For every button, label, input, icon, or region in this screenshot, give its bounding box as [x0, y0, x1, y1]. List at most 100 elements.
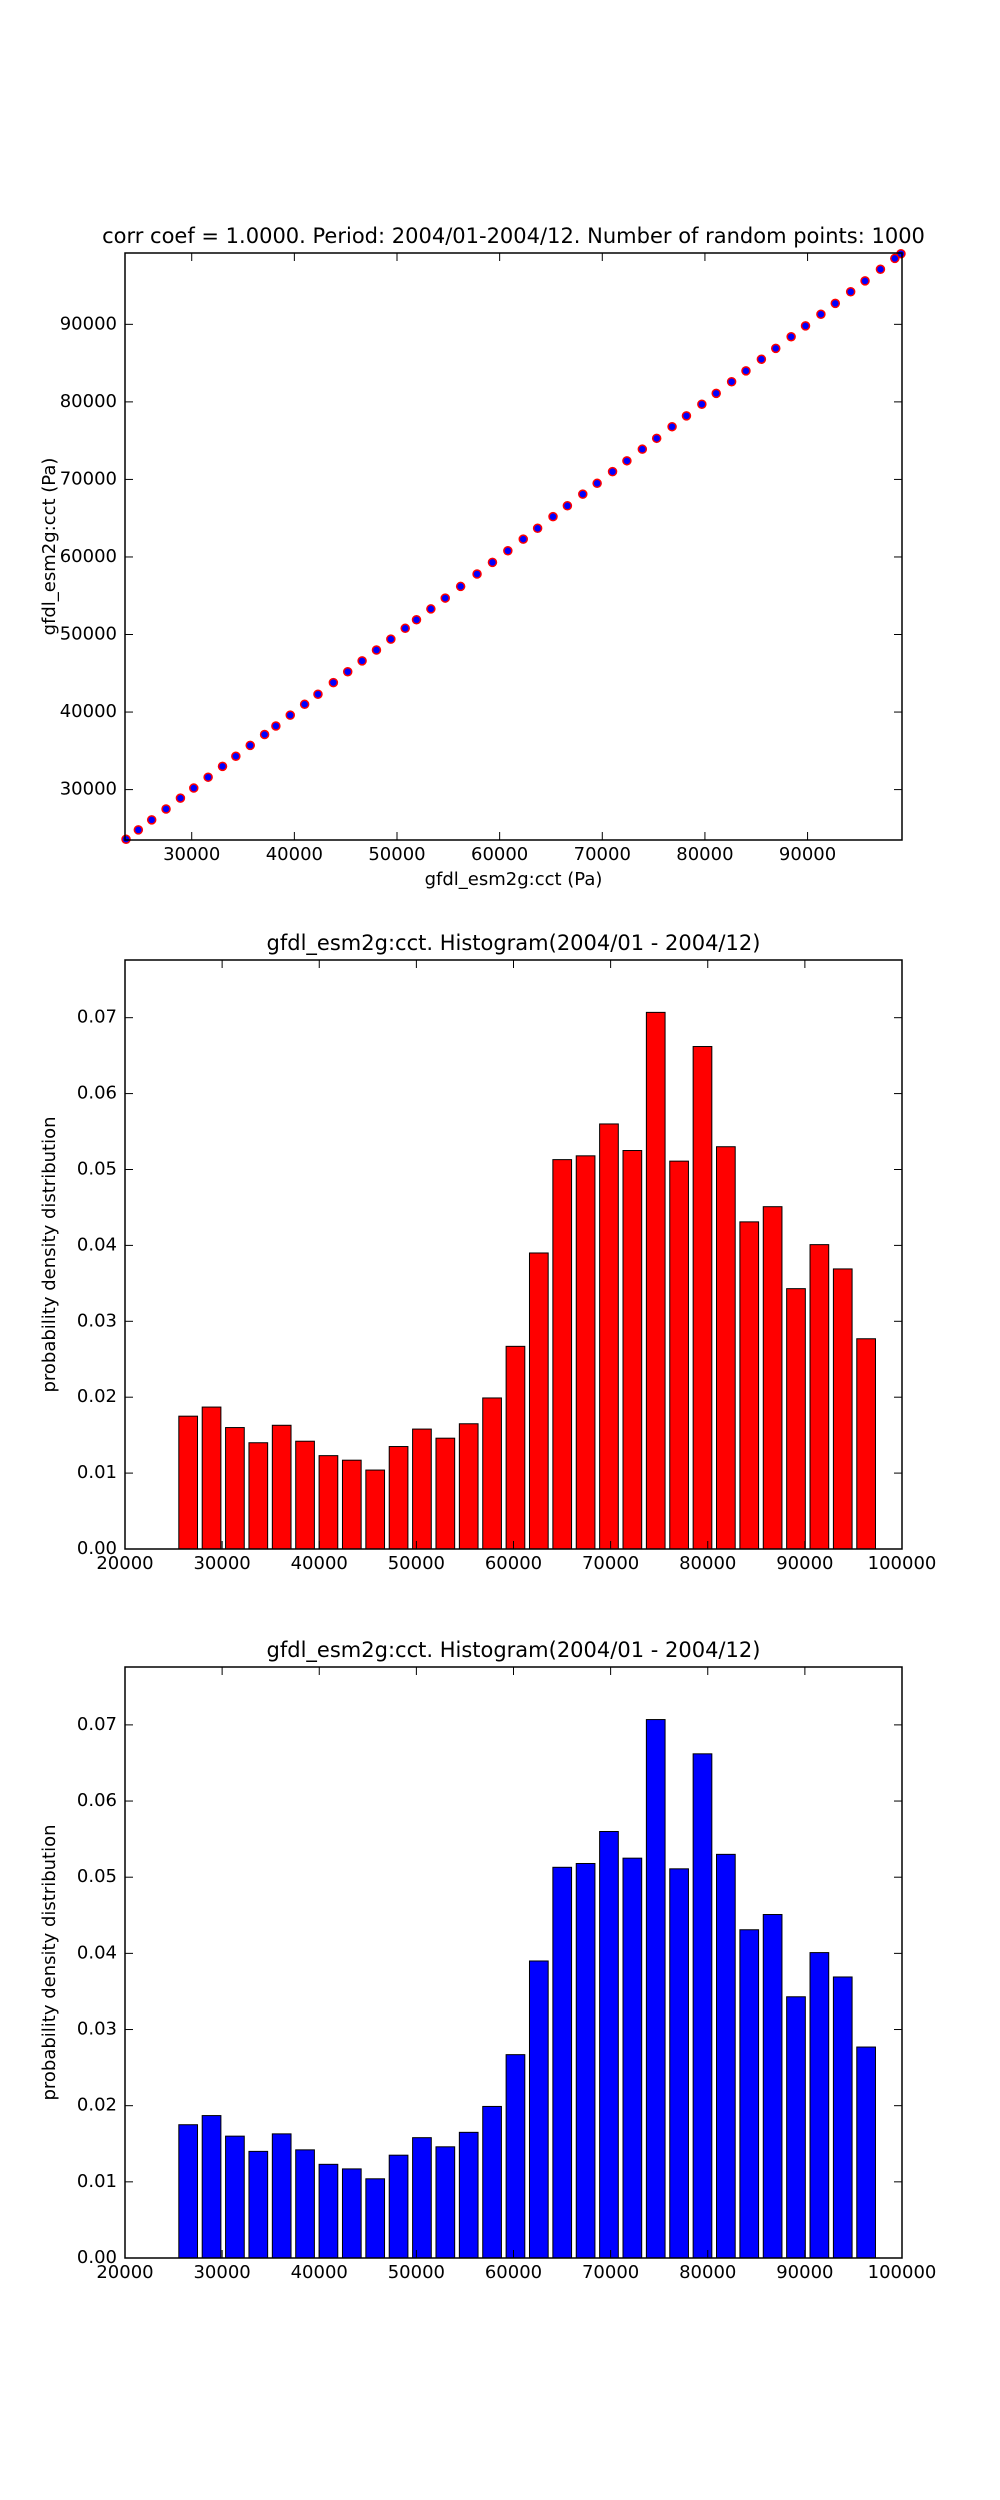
histogram-bar [388, 1446, 409, 1550]
histogram-bar [341, 2168, 362, 2259]
y-tick-label: 0.04 [77, 1234, 117, 1255]
scatter-point [245, 740, 255, 751]
x-tick-label: 70000 [582, 1553, 639, 1574]
scatter-point [411, 615, 422, 625]
x-tick-label: 80000 [679, 1553, 736, 1574]
chart-title: gfdl_esm2g:cct. Histogram(2004/01 - 2004… [267, 931, 761, 956]
scatter-point [532, 523, 543, 534]
histogram-bar [458, 2131, 479, 2259]
histogram-bar [645, 1719, 666, 2259]
y-tick-label: 70000 [60, 468, 117, 489]
histogram-bar [178, 1415, 199, 1550]
histogram-bar [856, 2046, 876, 2259]
y-tick-label: 0.02 [77, 1386, 117, 1407]
scatter-point [875, 264, 886, 275]
histogram-bar [388, 2154, 409, 2259]
scatter-point [400, 623, 410, 634]
scatter-point [328, 677, 339, 688]
histogram-bar [786, 1288, 806, 1550]
scatter-point [816, 309, 826, 320]
scatter-point [860, 276, 870, 286]
histogram-bar [575, 1862, 596, 2259]
x-tick-label: 20000 [96, 1553, 153, 1574]
histogram-bar [482, 1397, 502, 1550]
scatter-point [830, 298, 841, 309]
x-tick-label: 30000 [163, 844, 220, 865]
histogram-bar [295, 1440, 315, 1550]
scatter-point [189, 783, 199, 793]
x-tick-label: 40000 [291, 2262, 348, 2283]
y-tick-label: 0.05 [77, 1158, 117, 1179]
histogram-bar [645, 1011, 666, 1550]
x-tick-label: 30000 [193, 2262, 250, 2283]
y-tick-label: 0.00 [77, 1538, 117, 1559]
y-tick-label: 0.00 [77, 2247, 117, 2268]
scatter-point [285, 710, 296, 720]
scatter-point [667, 421, 677, 432]
scatter-point [786, 331, 796, 342]
histogram-bar [201, 2115, 222, 2259]
scatter-point [741, 366, 751, 376]
histogram-bar [832, 1976, 853, 2259]
y-tick-label: 0.02 [77, 2095, 117, 2116]
scatter-point [726, 376, 737, 387]
plot-frame [124, 252, 903, 841]
scatter-point [271, 721, 281, 731]
histogram-bar [365, 1469, 386, 1550]
y-tick-label: 0.03 [77, 1310, 117, 1331]
chart-title: gfdl_esm2g:cct. Histogram(2004/01 - 2004… [267, 1638, 761, 1663]
scatter-point [697, 399, 707, 409]
x-tick-label: 40000 [291, 1553, 348, 1574]
histogram-bar [552, 1159, 573, 1550]
y-tick-label: 0.01 [77, 1462, 117, 1483]
chart-title: corr coef = 1.0000. Period: 2004/01-2004… [102, 224, 925, 248]
y-tick-label: 90000 [60, 313, 117, 334]
scatter-point [548, 511, 558, 522]
histogram-bar [762, 1206, 783, 1550]
y-tick-label: 0.06 [77, 1790, 117, 1811]
histogram-bar [482, 2105, 502, 2259]
scatter-point [440, 593, 450, 603]
x-tick-label: 50000 [388, 1553, 445, 1574]
y-tick-label: 80000 [60, 391, 117, 412]
histogram-bar [271, 1424, 292, 1550]
histogram-bar [739, 1929, 760, 2259]
x-tick-label: 60000 [471, 844, 528, 865]
histogram-bar [809, 1952, 830, 2259]
histogram-bar [528, 1252, 549, 1550]
scatter-point [890, 253, 900, 264]
histogram-bar [575, 1155, 596, 1550]
scatter-point [711, 388, 721, 399]
y-tick-label: 0.05 [77, 1866, 117, 1887]
scatter-point [121, 834, 131, 844]
histogram-bar [318, 2163, 339, 2259]
histogram-bar [295, 2149, 315, 2259]
histogram-bar [458, 1423, 479, 1550]
x-tick-label: 70000 [582, 2262, 639, 2283]
x-tick-label: 70000 [574, 844, 631, 865]
histogram-bar [201, 1406, 222, 1550]
x-axis-label: gfdl_esm2g:cct (Pa) [425, 869, 603, 890]
histogram-bar [669, 1868, 689, 2259]
y-tick-label: 0.07 [77, 1714, 117, 1735]
histogram-bar [528, 1960, 549, 2259]
histogram-bar [552, 1866, 573, 2259]
scatter-point [578, 489, 588, 499]
scatter-point [426, 604, 436, 614]
y-tick-label: 50000 [60, 624, 117, 645]
histogram-bar [622, 1150, 643, 1550]
histogram-bar [716, 1853, 736, 2259]
scatter-point [503, 546, 513, 556]
scatter-point [259, 729, 270, 740]
scatter-point [896, 249, 906, 259]
scatter-point [299, 699, 310, 710]
scatter-point [562, 501, 573, 511]
y-tick-label: 40000 [60, 701, 117, 722]
x-tick-label: 50000 [388, 2262, 445, 2283]
histogram-bar [692, 1753, 713, 2259]
y-axis-label: probability density distribution [39, 1824, 60, 2100]
scatter-point [518, 534, 529, 544]
scatter-point [637, 444, 648, 454]
x-tick-label: 20000 [96, 2262, 153, 2283]
